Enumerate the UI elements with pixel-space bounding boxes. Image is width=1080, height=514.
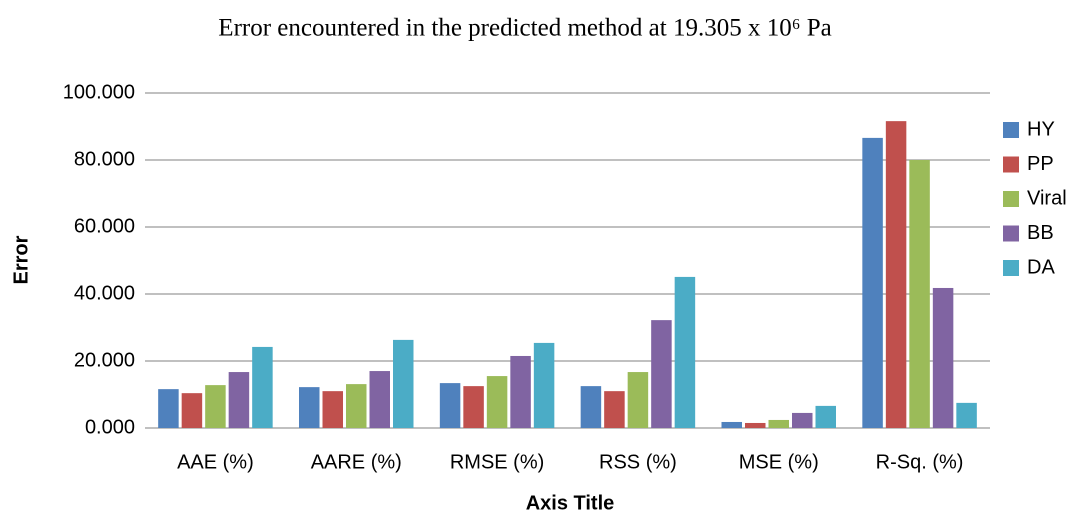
y-tick-label: 60.000 <box>74 215 135 237</box>
bar <box>299 387 320 428</box>
bar <box>651 320 672 428</box>
bar <box>463 386 484 428</box>
bar <box>627 372 649 428</box>
x-tick-label: AARE (%) <box>311 451 402 473</box>
bar <box>815 405 836 428</box>
legend-swatch <box>1003 156 1019 173</box>
bar <box>533 342 555 428</box>
bar <box>322 391 343 428</box>
bar <box>228 372 250 428</box>
bar <box>674 276 696 428</box>
bar <box>510 355 531 428</box>
bar <box>792 412 813 428</box>
x-tick-label: RSS (%) <box>599 451 677 473</box>
y-axis-title: Error <box>10 235 32 284</box>
legend-label: PP <box>1027 153 1054 175</box>
legend-label: BB <box>1027 222 1054 244</box>
legend-swatch <box>1003 122 1019 138</box>
bar <box>346 384 367 428</box>
bar <box>205 385 226 428</box>
bar <box>721 421 742 428</box>
bar <box>768 419 789 428</box>
bar <box>932 287 954 428</box>
y-tick-label: 20.000 <box>74 349 135 371</box>
bar <box>862 137 883 428</box>
legend-swatch <box>1003 191 1019 207</box>
x-tick-label: R-Sq. (%) <box>876 451 964 473</box>
bar <box>580 386 602 428</box>
legend-swatch <box>1003 225 1019 242</box>
chart-title: Error encountered in the predicted metho… <box>218 15 831 42</box>
bar <box>956 402 977 428</box>
bar <box>181 393 203 428</box>
x-tick-label: MSE (%) <box>739 451 819 473</box>
legend-label: HY <box>1027 118 1055 140</box>
bar <box>393 339 414 428</box>
x-axis-title: Axis Title <box>526 492 615 514</box>
legend-label: Viral <box>1027 187 1067 209</box>
bar <box>604 391 625 428</box>
y-tick-label: 0.000 <box>85 416 135 438</box>
x-tick-label: RMSE (%) <box>450 451 544 473</box>
y-tick-label: 100.000 <box>63 81 135 103</box>
legend-label: DA <box>1027 256 1055 278</box>
bar <box>369 371 390 428</box>
bar <box>909 160 930 428</box>
bar <box>486 376 508 428</box>
bar <box>745 422 766 428</box>
bar <box>439 383 461 428</box>
y-tick-label: 80.000 <box>74 148 135 170</box>
y-tick-label: 40.000 <box>74 282 135 304</box>
x-tick-label: AAE (%) <box>177 451 254 473</box>
bar <box>158 389 179 428</box>
legend-swatch <box>1003 260 1019 276</box>
bar <box>885 121 907 428</box>
bar <box>252 346 273 428</box>
